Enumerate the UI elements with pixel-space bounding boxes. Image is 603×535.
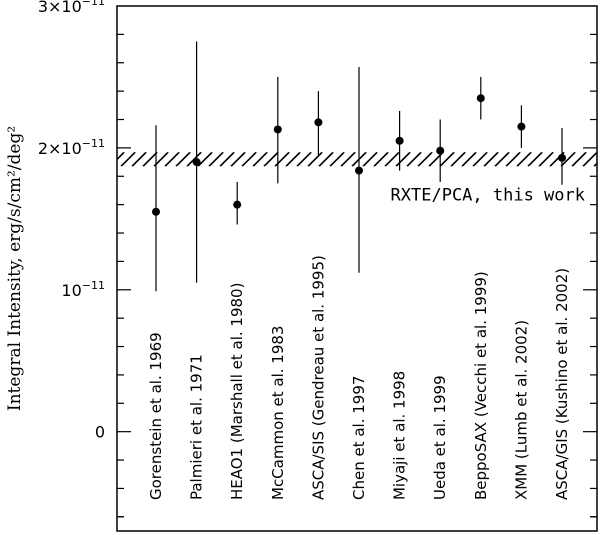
hatch-line [527,152,543,167]
hatch-line [219,152,235,167]
y-axis-label: Integral Intensity, erg/s/cm²/deg² [5,126,25,411]
hatch-line [318,152,334,167]
hatch-line [516,152,532,167]
hatch-line [175,152,191,167]
plot-frame [116,5,598,532]
hatch-line [483,152,499,167]
data-point [517,122,526,131]
hatch-line [197,152,213,167]
point-label: HEAO1 (Marshall et al. 1980) [228,283,246,500]
data-point [273,125,282,134]
data-point-group: Chen et al. 1997 [350,67,368,500]
point-label: ASCA/SIS (Gendreau et al. 1995) [309,255,327,500]
hatch-line [340,152,356,167]
data-point-group: Ueda et al. 1999 [431,119,449,500]
hatch-line [472,152,488,167]
hatch-line [593,162,597,167]
reference-label: RXTE/PCA, this work [391,185,585,205]
point-label: McCammon et al. 1983 [269,326,287,500]
y-tick-label: 10−11 [61,279,105,300]
data-point-group: Miyaji et al. 1998 [391,111,409,500]
y-axis-ticks [117,33,597,518]
data-point-group: BeppoSAX (Vecchi et al. 1999) [472,76,490,500]
data-point [314,118,323,127]
hatch-line [384,152,400,167]
data-point [558,153,566,162]
point-label: BeppoSAX (Vecchi et al. 1999) [472,271,490,500]
data-point-group: ASCA/GIS (Kushino et al. 2002) [553,128,571,500]
data-point [395,136,404,145]
point-label: XMM (Lumb et al. 2002) [512,320,530,500]
hatch-line [241,152,257,167]
hatch-line [395,152,411,167]
hatch-line [461,152,477,167]
hatch-line [117,152,125,161]
y-tick-label: 3×10−11 [38,0,105,16]
hatch-line [329,152,345,167]
hatch-line [417,152,433,167]
hatch-line [131,152,147,167]
hatch-line [450,152,466,167]
hatch-line [285,152,301,167]
point-label: Palmieri et al. 1971 [188,354,206,500]
data-point-group: Gorenstein et al. 1969 [147,125,165,500]
y-axis-tick-labels: 0 10−11 2×10−11 3×10−11 [38,0,105,442]
hatch-line [538,152,554,167]
point-label: ASCA/GIS (Kushino et al. 2002) [553,268,571,500]
point-label: Chen et al. 1997 [350,376,368,500]
data-point-group: XMM (Lumb et al. 2002) [512,105,530,500]
data-point [355,166,363,175]
y-tick-label: 0 [95,423,105,442]
data-point-group: McCammon et al. 1983 [269,76,287,500]
hatch-line [373,152,389,167]
hatch-line [307,152,323,167]
hatch-line [99,152,113,166]
data-point-group: Palmieri et al. 1971 [188,41,206,500]
data-points: Gorenstein et al. 1969 Palmieri et al. 19… [147,41,571,500]
hatch-line [571,152,587,167]
hatch-line [362,152,378,167]
data-point [233,200,242,209]
hatch-line [252,152,268,167]
data-point [152,207,160,216]
data-point [436,146,445,155]
hatch-line [494,152,510,167]
hatch-line [142,152,158,167]
hatch-line [230,152,246,167]
hatch-line [582,152,597,167]
data-point-group: ASCA/SIS (Gendreau et al. 1995) [309,91,327,500]
data-point [476,94,485,103]
hatch-line [120,152,136,167]
hatch-line [560,152,576,167]
data-point [192,158,201,167]
point-label: Gorenstein et al. 1969 [147,332,165,500]
hatch-line [505,152,521,167]
point-label: Miyaji et al. 1998 [391,371,409,500]
hatch-line [439,152,455,167]
hatch-line [406,152,422,167]
hatch-line [164,152,180,167]
hatch-line [208,152,224,167]
hatch-line [88,152,102,166]
hatch-line [263,152,279,167]
hatch-line [296,152,312,167]
y-tick-label: 2×10−11 [38,137,105,158]
point-label: Ueda et al. 1999 [431,375,449,500]
data-point-group: HEAO1 (Marshall et al. 1980) [228,181,246,500]
